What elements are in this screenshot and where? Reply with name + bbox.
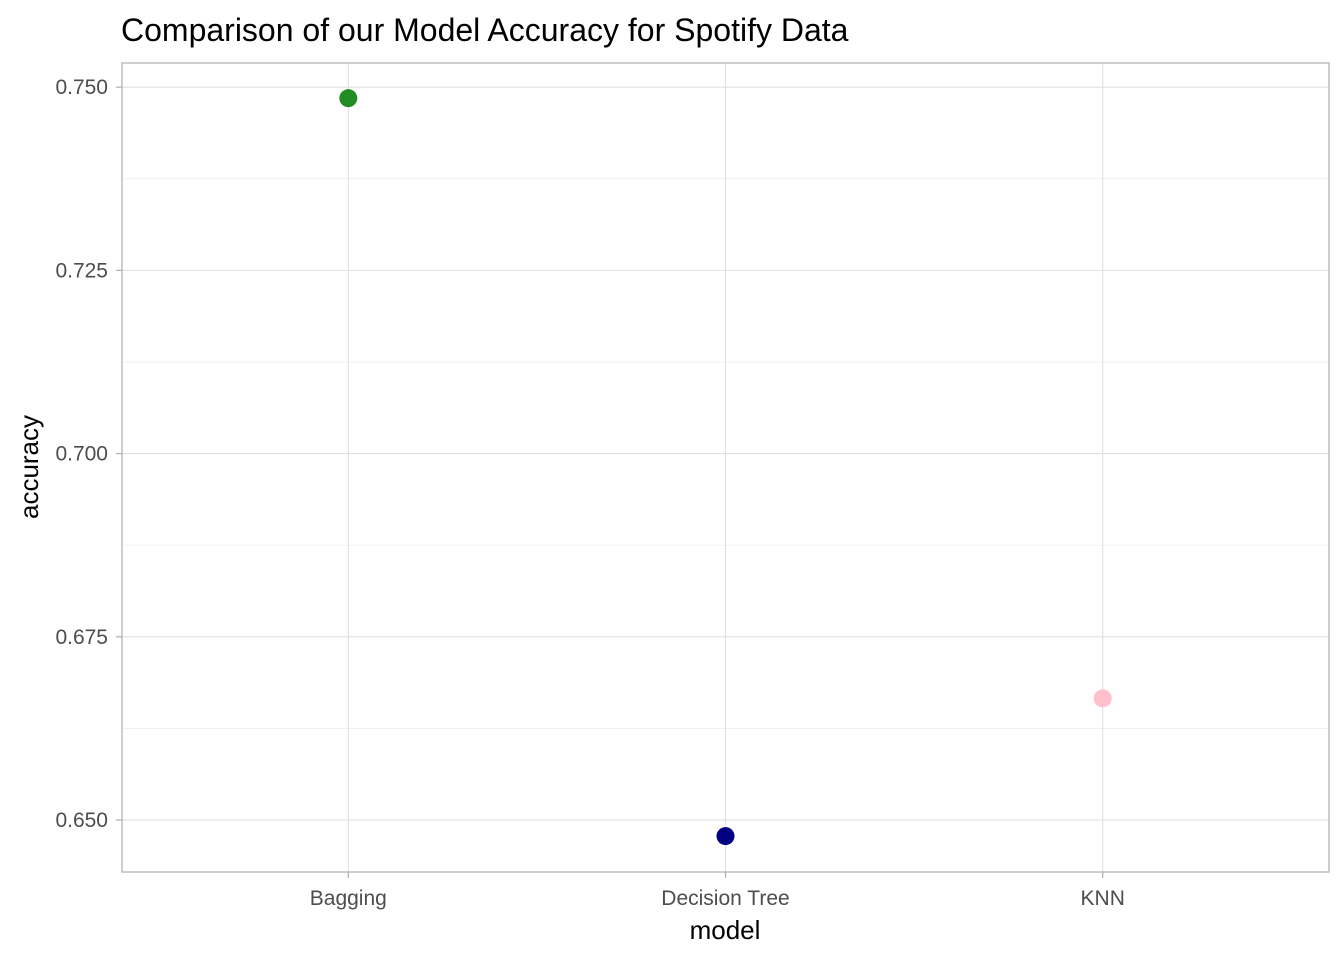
point-bagging	[339, 89, 358, 108]
chart-title: Comparison of our Model Accuracy for Spo…	[121, 12, 849, 48]
y-axis: 0.650 0.675 0.700 0.725 0.750	[55, 76, 122, 832]
data-points	[339, 89, 1112, 846]
x-tick-label-1: Decision Tree	[661, 887, 789, 910]
y-tick-label-1: 0.675	[55, 626, 108, 649]
x-axis-title: model	[690, 915, 761, 945]
y-axis-title: accuracy	[14, 415, 44, 519]
x-tick-label-2: KNN	[1081, 887, 1125, 910]
grid	[122, 63, 1329, 872]
y-tick-label-4: 0.750	[55, 76, 108, 99]
point-knn	[1093, 689, 1112, 708]
y-tick-label-2: 0.700	[55, 443, 108, 466]
x-tick-label-0: Bagging	[310, 887, 387, 910]
y-tick-label-0: 0.650	[55, 809, 108, 832]
x-axis: Bagging Decision Tree KNN	[310, 872, 1125, 910]
point-decision-tree	[716, 827, 735, 846]
y-tick-label-3: 0.725	[55, 259, 108, 282]
